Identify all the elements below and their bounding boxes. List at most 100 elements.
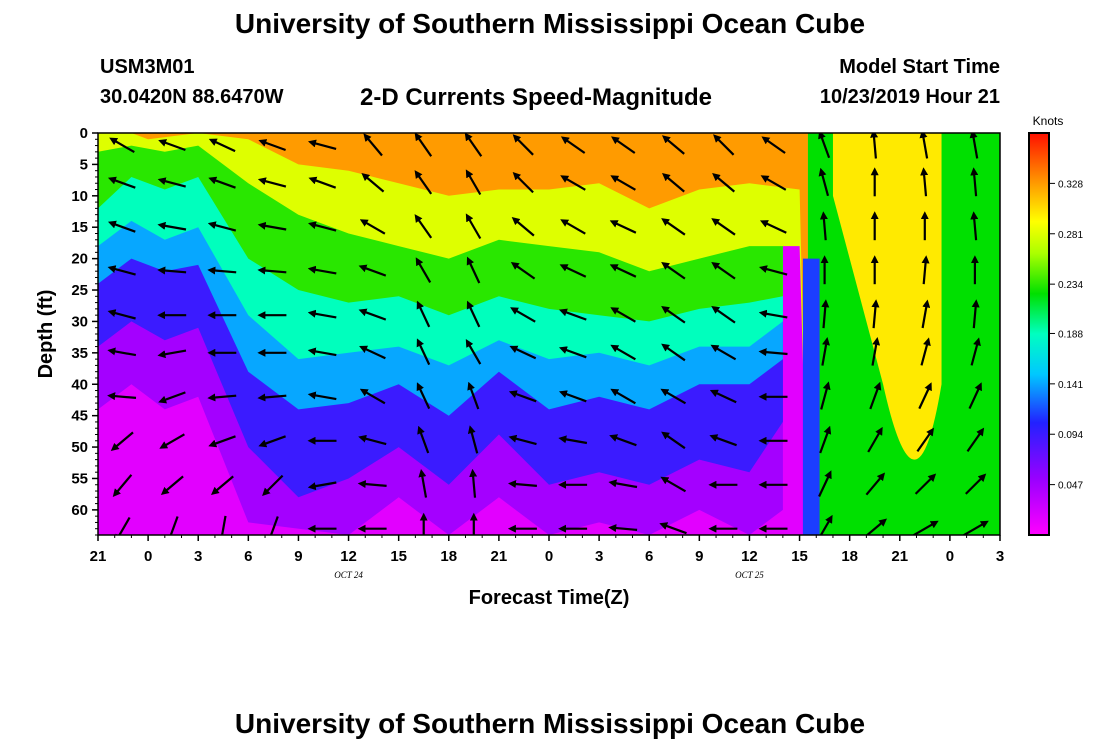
current-vector-8-1 (512, 171, 534, 194)
current-vector-14-9 (819, 514, 833, 535)
x-tick-label: 18 (440, 548, 457, 565)
y-tick-label: 60 (71, 502, 88, 519)
current-vector-10-6 (610, 388, 636, 405)
current-vector-2-7 (208, 435, 236, 448)
axes: 21 0 3 6 9 12 15 18 21 0 3 6 9 12 15 18 21 0 3 OCT 24 OCT 25… (35, 125, 1004, 609)
current-vector-14-5 (821, 337, 830, 366)
colorbar-tick-label: 0.141 (1058, 380, 1083, 391)
current-vector-2-0 (208, 138, 236, 153)
current-vector-1-9 (166, 516, 179, 535)
x-tick-label: 12 (741, 548, 758, 565)
current-vector-5-2 (359, 219, 386, 235)
y-tick-label: 5 (80, 156, 88, 173)
current-vector-2-2 (207, 221, 237, 232)
x-tick-label: 18 (841, 548, 858, 565)
current-vector-2-3 (207, 266, 237, 275)
current-vector-5-7 (358, 434, 387, 446)
current-vector-9-5 (558, 346, 587, 359)
x-tick-label: 15 (791, 548, 808, 565)
chart-title: 2-D Currents Speed-Magnitude (360, 84, 713, 111)
current-vector-12-1 (712, 172, 736, 193)
model-start-label: Model Start Time (839, 56, 1000, 78)
current-vector-0-3 (107, 265, 136, 276)
current-vector-6-4 (416, 300, 431, 328)
current-vector-4-0 (308, 139, 337, 150)
current-vector-3-0 (258, 139, 286, 152)
current-vector-14-6 (820, 381, 831, 410)
colorbar-tick-label: 0.094 (1058, 430, 1083, 441)
y-tick-label: 55 (71, 470, 88, 487)
x-tick-label: 3 (595, 548, 603, 565)
current-vector-12-0 (713, 134, 735, 156)
colorbar-tick-label: 0.328 (1058, 179, 1083, 190)
current-vector-2-6 (207, 393, 237, 402)
current-vector-3-9 (266, 516, 279, 535)
x-tick-label: 9 (695, 548, 703, 565)
current-vector-7-3 (466, 256, 481, 284)
current-vector-11-2 (661, 218, 686, 236)
current-vector-1-6 (158, 391, 186, 404)
x-tick-label: 3 (996, 548, 1004, 565)
current-vector-5-1 (361, 172, 385, 193)
x-tick-label: 21 (891, 548, 908, 565)
current-vector-6-8 (418, 468, 428, 498)
current-vector-7-6 (467, 381, 480, 410)
current-vector-3-2 (257, 221, 287, 231)
current-vector-12-5 (710, 344, 737, 361)
x-tick-label: 0 (144, 548, 152, 565)
current-vector-17-9 (963, 520, 989, 535)
current-vector-17-0 (969, 133, 979, 159)
current-vector-8-3 (510, 261, 536, 280)
current-vector-1-3 (157, 266, 187, 275)
current-vector-4-3 (307, 265, 337, 275)
current-vector-0-8 (112, 474, 133, 497)
current-vector-14-0 (818, 133, 831, 159)
current-vector-11-0 (662, 135, 685, 155)
y-tick-label: 25 (71, 282, 88, 299)
x-tick-label: 0 (545, 548, 553, 565)
current-vector-17-5 (970, 337, 981, 366)
current-vector-16-6 (918, 382, 932, 410)
current-vector-6-0 (414, 133, 433, 157)
current-vector-16-5 (920, 337, 931, 366)
current-vector-6-6 (416, 382, 431, 410)
current-vector-7-2 (465, 213, 482, 240)
current-vector-14-8 (818, 470, 832, 497)
current-vector-0-4 (107, 309, 136, 320)
current-vector-11-8 (660, 476, 687, 493)
current-vector-15-5 (871, 337, 881, 366)
current-vector-10-5 (610, 344, 636, 361)
current-vector-14-7 (819, 425, 832, 454)
current-vector-0-1 (107, 176, 136, 189)
current-vector-3-3 (257, 266, 287, 275)
current-vector-5-3 (358, 264, 387, 277)
colorbar-scale (1028, 132, 1050, 536)
current-vector-7-8 (469, 468, 478, 498)
current-vector-13-3 (759, 265, 788, 276)
x-tick-label: 21 (90, 548, 107, 565)
y-tick-label: 30 (71, 313, 88, 330)
speed-band-right-gap (802, 258, 820, 535)
current-vector-4-6 (307, 391, 337, 401)
current-vectors (107, 133, 989, 535)
current-vector-16-4 (921, 299, 931, 329)
x-tick-label: 21 (491, 548, 508, 565)
current-vector-2-1 (208, 176, 236, 189)
current-vector-0-6 (107, 392, 137, 401)
current-vector-17-7 (966, 427, 985, 453)
y-tick-label: 50 (71, 439, 88, 456)
x-axis-label: Forecast Time(Z) (469, 587, 630, 609)
current-vector-7-5 (465, 339, 482, 365)
current-vector-15-4 (871, 299, 880, 329)
current-vector-4-1 (308, 176, 337, 189)
current-vector-11-4 (661, 305, 686, 324)
current-vector-12-2 (711, 218, 736, 236)
current-vector-7-0 (464, 133, 483, 157)
current-vector-8-5 (509, 345, 537, 360)
current-vector-2-8 (211, 475, 234, 496)
page-title: University of Southern Mississippi Ocean… (234, 8, 866, 39)
colorbar-tick-label: 0.281 (1058, 230, 1083, 241)
current-vector-12-4 (711, 305, 736, 324)
speed-band-0.281 (98, 133, 808, 535)
current-vector-3-7 (258, 435, 286, 448)
